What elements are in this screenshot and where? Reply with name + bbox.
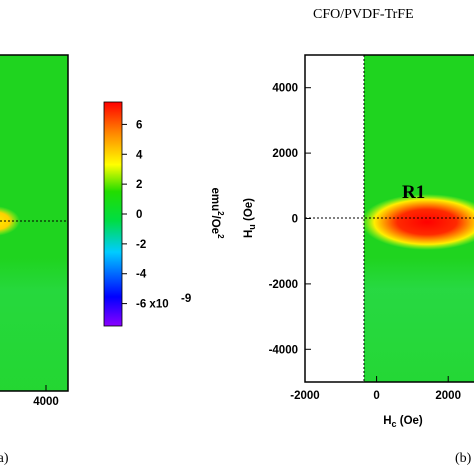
panel-b: R1 4000 2000 0 -2000 -4000 -2000 0 2000 Hc (Oe…: [243, 54, 474, 466]
panel-b-xlabel-sub: c: [392, 419, 397, 429]
panel-b-ylabel-sub: u: [247, 224, 257, 230]
colorbar-tick-label: -4: [136, 269, 147, 281]
panel-b-x-tick-label: -2000: [290, 390, 319, 402]
panel-b-lower-tint: [364, 258, 474, 382]
colorbar-exponent: -9: [181, 293, 191, 305]
colorbar-unit-exp: 2: [216, 211, 225, 216]
colorbar-tick-label: 6: [136, 119, 142, 131]
panel-b-label: (b): [455, 451, 472, 466]
panel-b-y-axis-label: Hu (Oe): [243, 198, 257, 238]
colorbar-unit: emu: [209, 187, 221, 211]
panel-b-ylabel-unit: (Oe): [243, 198, 255, 224]
colorbar-gradient: [103, 101, 123, 327]
panel-b-x-tick-label: 0: [373, 390, 379, 402]
colorbar-ticks: 6 4 2 0 -2 -4 -6 x10: [122, 119, 169, 311]
panel-a-x-tick-label: 4000: [33, 396, 59, 408]
panel-b-y-tick-label: -2000: [269, 279, 298, 291]
panel-b-y-tick-label: -4000: [269, 344, 298, 356]
colorbar-tick-label: -2: [136, 239, 146, 251]
panel-b-x-ticks: -2000 0 2000: [290, 376, 461, 402]
panel-b-x-tick-label: 2000: [435, 390, 461, 402]
panel-b-xlabel: H: [383, 415, 391, 427]
panel-b-annotation-r1: R1: [402, 182, 425, 203]
colorbar-tick-label: 4: [136, 149, 143, 161]
colorbar-unit-denom: /Oe: [209, 216, 221, 235]
panel-b-y-ticks: 4000 2000 0 -2000 -4000: [269, 83, 311, 356]
svg-text:emu2/Oe2: emu2/Oe2: [209, 187, 225, 239]
panel-a: 4000 (a): [0, 54, 69, 466]
panel-a-lower-tint: [0, 258, 68, 391]
svg-text:Hu (Oe): Hu (Oe): [243, 198, 257, 238]
colorbar-tick-label: -6 x10: [136, 299, 169, 311]
panel-a-frame: [0, 54, 69, 392]
figure-title: CFO/PVDF-TrFE: [313, 7, 414, 22]
colorbar-tick-label: 2: [136, 179, 142, 191]
colorbar-tick-label: 0: [136, 209, 142, 221]
panel-b-y-tick-label: 0: [292, 214, 298, 226]
panel-b-peak-lobe: [361, 194, 474, 250]
colorbar-unit-label: emu2/Oe2: [209, 187, 225, 239]
colorbar-unit-denom-exp: 2: [216, 234, 225, 239]
panel-b-x-axis-label: Hc (Oe): [383, 415, 423, 429]
panel-a-label: (a): [0, 451, 9, 466]
panel-b-y-tick-label: 2000: [272, 148, 298, 160]
panel-b-y-tick-label: 4000: [272, 83, 298, 95]
panel-b-xlabel-unit: (Oe): [397, 415, 423, 427]
panel-b-ylabel: H: [243, 230, 255, 238]
